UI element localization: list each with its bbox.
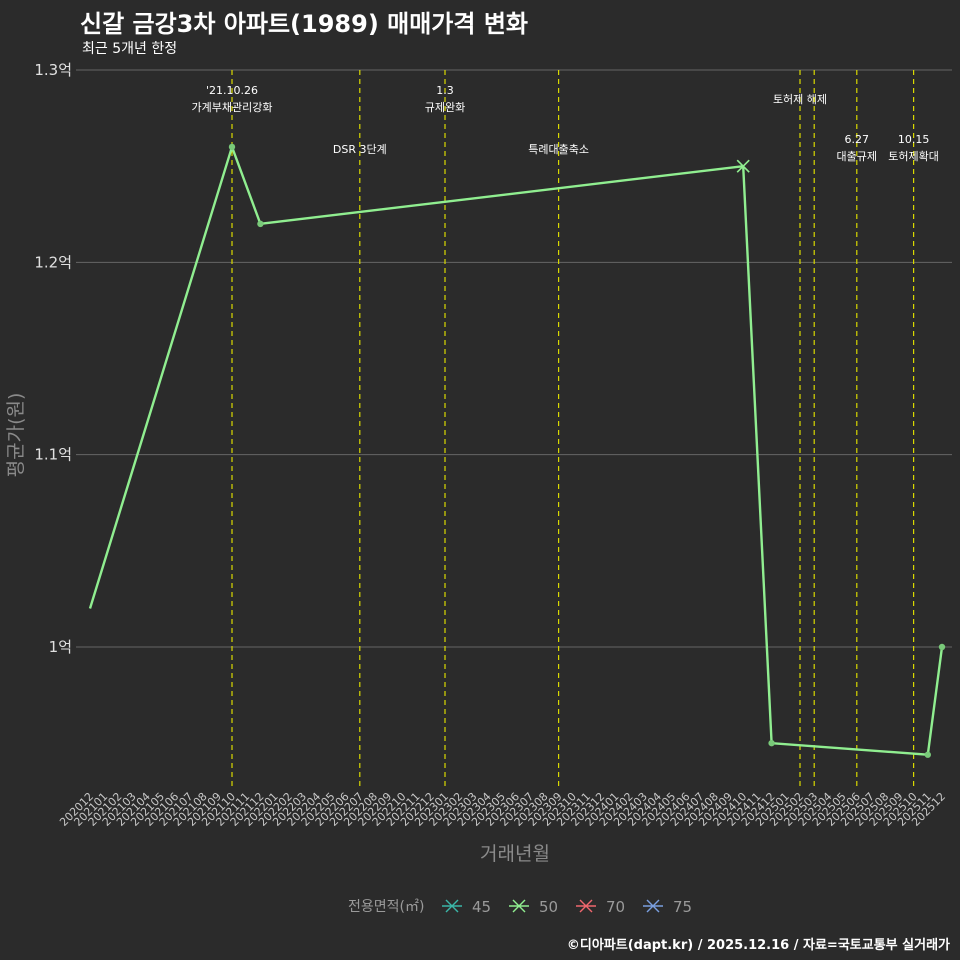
y-tick-label: 1.1억 (34, 446, 72, 464)
y-tick-label: 1억 (49, 638, 72, 656)
data-point (228, 143, 236, 151)
data-point (257, 220, 264, 228)
legend-label: 70 (606, 898, 625, 916)
event-annotation: 규제완화 (425, 101, 465, 114)
legend: 전용면적(㎡) 45 50 70 75 (348, 898, 692, 916)
event-annotation: 대출규제 (837, 150, 877, 163)
event-annotation: 토허제 해제 (773, 92, 827, 106)
data-point (736, 159, 750, 173)
event-annotation: 1.3 (436, 84, 454, 97)
y-axis-title: 평균가(원) (5, 393, 27, 478)
chart-title: 신갈 금강3차 아파트(1989) 매매가격 변화 (80, 10, 528, 38)
event-annotation: '21.10.26 (206, 84, 258, 97)
legend-key-50 (509, 899, 529, 913)
event-annotation: DSR 3단계 (333, 143, 387, 156)
legend-key-cross (445, 899, 459, 913)
legend-key-cross (646, 899, 660, 913)
legend-key-cross (512, 899, 526, 913)
legend-label: 75 (673, 898, 692, 916)
legend-label: 45 (472, 898, 491, 916)
data-point (768, 739, 775, 747)
y-axis-ticks: 1억 1.1억 1.2억 1.3억 (34, 61, 72, 656)
data-point (938, 643, 946, 651)
x-axis-ticks: 2020122021012021022021032021042021052021… (57, 790, 948, 829)
event-annotation: 10.15 (898, 133, 930, 146)
chart-subtitle: 최근 5개년 한정 (82, 41, 178, 57)
grid-lines (76, 69, 952, 648)
legend-key-45 (442, 899, 462, 913)
y-tick-label: 1.3억 (34, 61, 72, 79)
event-annotation: 특례대출축소 (528, 143, 589, 156)
data-point (924, 751, 931, 758)
event-annotation: 가계부채관리강화 (192, 101, 273, 114)
legend-label: 50 (539, 898, 558, 916)
event-annotation: 토허제확대 (888, 150, 939, 163)
legend-title: 전용면적(㎡) (348, 899, 424, 915)
legend-key-70 (576, 899, 596, 913)
source-caption: ©디아파트(dapt.kr) / 2025.12.16 / 자료=국토교통부 실… (566, 938, 950, 953)
event-annotation: 6.27 (845, 133, 870, 146)
x-axis-title: 거래년월 (480, 843, 550, 865)
legend-key-cross (579, 899, 593, 913)
data-point-stroke (736, 159, 750, 173)
legend-key-75 (643, 899, 663, 913)
y-tick-label: 1.2억 (34, 253, 72, 271)
series-lines (88, 143, 946, 758)
